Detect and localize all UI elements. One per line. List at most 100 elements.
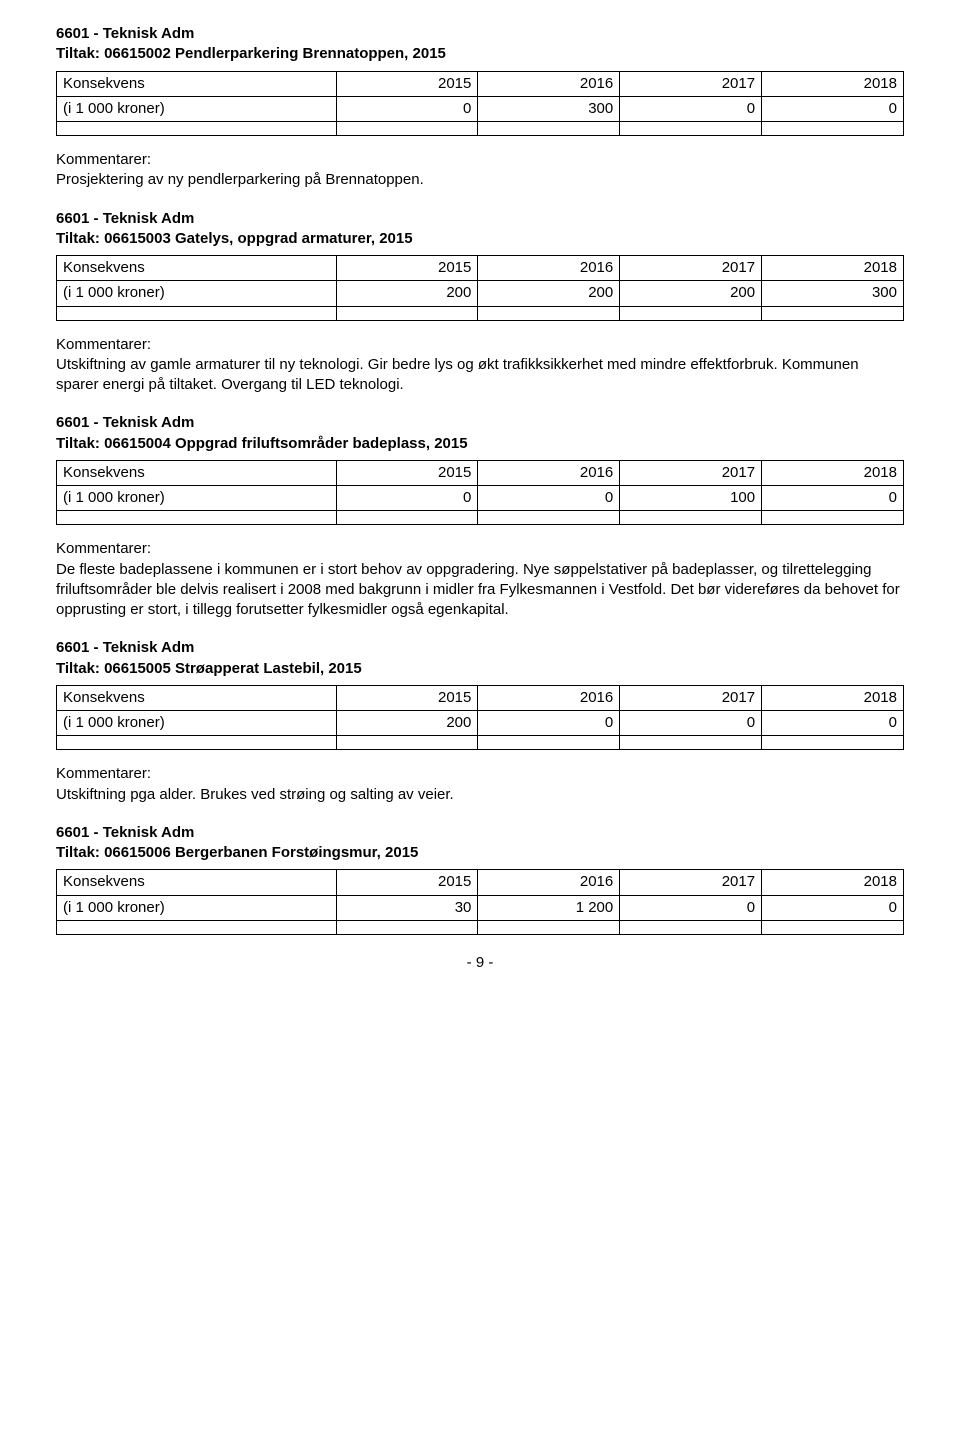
table-data-row: (i 1 000 kroner)200200200300 (57, 281, 904, 306)
table-data-row: (i 1 000 kroner)301 20000 (57, 895, 904, 920)
value-cell: 0 (620, 895, 762, 920)
value-cell: 200 (336, 711, 478, 736)
tiltak-line: Tiltak: 06615003 Gatelys, oppgrad armatu… (56, 229, 904, 249)
year-header: 2016 (478, 685, 620, 710)
table-data-row: (i 1 000 kroner)200000 (57, 711, 904, 736)
konsekvens-table: Konsekvens2015201620172018(i 1 000 krone… (56, 71, 904, 137)
year-header: 2016 (478, 71, 620, 96)
table-header-row: Konsekvens2015201620172018 (57, 685, 904, 710)
year-header: 2016 (478, 460, 620, 485)
table-spacer-row (57, 511, 904, 525)
kommentarer-text: Utskiftning pga alder. Brukes ved strøin… (56, 785, 904, 805)
year-header: 2016 (478, 870, 620, 895)
value-cell: 300 (762, 281, 904, 306)
section-0: 6601 - Teknisk AdmTiltak: 06615002 Pendl… (56, 24, 904, 191)
year-header: 2018 (762, 460, 904, 485)
kommentarer-body: Utskiftning pga alder. Brukes ved strøin… (56, 785, 904, 805)
table-spacer-row (57, 306, 904, 320)
table-data-row: (i 1 000 kroner)030000 (57, 96, 904, 121)
year-header: 2017 (620, 460, 762, 485)
value-cell: 0 (620, 711, 762, 736)
kommentarer-body: Utskiftning av gamle armaturer til ny te… (56, 355, 904, 396)
kommentarer-text: De fleste badeplassene i kommunen er i s… (56, 560, 904, 621)
section-header: 6601 - Teknisk AdmTiltak: 06615003 Gatel… (56, 209, 904, 250)
table-header-row: Konsekvens2015201620172018 (57, 256, 904, 281)
value-cell: 300 (478, 96, 620, 121)
year-header: 2015 (336, 256, 478, 281)
unit-cell: (i 1 000 kroner) (57, 281, 337, 306)
unit-cell: (i 1 000 kroner) (57, 486, 337, 511)
unit-cell: (i 1 000 kroner) (57, 895, 337, 920)
year-header: 2017 (620, 71, 762, 96)
table-spacer-row (57, 122, 904, 136)
table-header-row: Konsekvens2015201620172018 (57, 71, 904, 96)
org-line: 6601 - Teknisk Adm (56, 413, 904, 433)
org-line: 6601 - Teknisk Adm (56, 209, 904, 229)
value-cell: 0 (762, 96, 904, 121)
value-cell: 1 200 (478, 895, 620, 920)
year-header: 2018 (762, 685, 904, 710)
org-line: 6601 - Teknisk Adm (56, 24, 904, 44)
konsekvens-table: Konsekvens2015201620172018(i 1 000 krone… (56, 255, 904, 321)
value-cell: 30 (336, 895, 478, 920)
year-header: 2018 (762, 870, 904, 895)
value-cell: 0 (336, 486, 478, 511)
unit-cell: (i 1 000 kroner) (57, 711, 337, 736)
tiltak-line: Tiltak: 06615004 Oppgrad friluftsområder… (56, 434, 904, 454)
tiltak-line: Tiltak: 06615002 Pendlerparkering Brenna… (56, 44, 904, 64)
value-cell: 0 (762, 895, 904, 920)
value-cell: 200 (336, 281, 478, 306)
kommentarer-label: Kommentarer: (56, 764, 904, 784)
value-cell: 100 (620, 486, 762, 511)
section-4: 6601 - Teknisk AdmTiltak: 06615006 Berge… (56, 823, 904, 935)
section-header: 6601 - Teknisk AdmTiltak: 06615006 Berge… (56, 823, 904, 864)
kommentarer-body: De fleste badeplassene i kommunen er i s… (56, 560, 904, 621)
value-cell: 0 (336, 96, 478, 121)
year-header: 2015 (336, 870, 478, 895)
org-line: 6601 - Teknisk Adm (56, 638, 904, 658)
tiltak-line: Tiltak: 06615005 Strøapperat Lastebil, 2… (56, 659, 904, 679)
table-header-row: Konsekvens2015201620172018 (57, 460, 904, 485)
year-header: 2016 (478, 256, 620, 281)
page-number: - 9 - (56, 953, 904, 973)
section-2: 6601 - Teknisk AdmTiltak: 06615004 Oppgr… (56, 413, 904, 620)
konsekvens-table: Konsekvens2015201620172018(i 1 000 krone… (56, 869, 904, 935)
unit-cell: (i 1 000 kroner) (57, 96, 337, 121)
konsekvens-table: Konsekvens2015201620172018(i 1 000 krone… (56, 460, 904, 526)
kommentarer-text: Prosjektering av ny pendlerparkering på … (56, 170, 904, 190)
year-header: 2017 (620, 256, 762, 281)
section-1: 6601 - Teknisk AdmTiltak: 06615003 Gatel… (56, 209, 904, 396)
value-cell: 0 (762, 711, 904, 736)
value-cell: 0 (478, 711, 620, 736)
konsekvens-header: Konsekvens (57, 870, 337, 895)
year-header: 2017 (620, 870, 762, 895)
section-header: 6601 - Teknisk AdmTiltak: 06615004 Oppgr… (56, 413, 904, 454)
year-header: 2018 (762, 256, 904, 281)
konsekvens-header: Konsekvens (57, 71, 337, 96)
year-header: 2015 (336, 460, 478, 485)
table-spacer-row (57, 920, 904, 934)
value-cell: 200 (478, 281, 620, 306)
section-header: 6601 - Teknisk AdmTiltak: 06615005 Strøa… (56, 638, 904, 679)
year-header: 2015 (336, 685, 478, 710)
konsekvens-header: Konsekvens (57, 460, 337, 485)
kommentarer-text: Utskiftning av gamle armaturer til ny te… (56, 355, 904, 396)
section-3: 6601 - Teknisk AdmTiltak: 06615005 Strøa… (56, 638, 904, 805)
year-header: 2015 (336, 71, 478, 96)
konsekvens-table: Konsekvens2015201620172018(i 1 000 krone… (56, 685, 904, 751)
value-cell: 200 (620, 281, 762, 306)
table-spacer-row (57, 736, 904, 750)
section-header: 6601 - Teknisk AdmTiltak: 06615002 Pendl… (56, 24, 904, 65)
konsekvens-header: Konsekvens (57, 256, 337, 281)
kommentarer-label: Kommentarer: (56, 335, 904, 355)
value-cell: 0 (762, 486, 904, 511)
konsekvens-header: Konsekvens (57, 685, 337, 710)
value-cell: 0 (478, 486, 620, 511)
year-header: 2017 (620, 685, 762, 710)
kommentarer-label: Kommentarer: (56, 150, 904, 170)
kommentarer-body: Prosjektering av ny pendlerparkering på … (56, 170, 904, 190)
value-cell: 0 (620, 96, 762, 121)
table-data-row: (i 1 000 kroner)001000 (57, 486, 904, 511)
kommentarer-label: Kommentarer: (56, 539, 904, 559)
org-line: 6601 - Teknisk Adm (56, 823, 904, 843)
